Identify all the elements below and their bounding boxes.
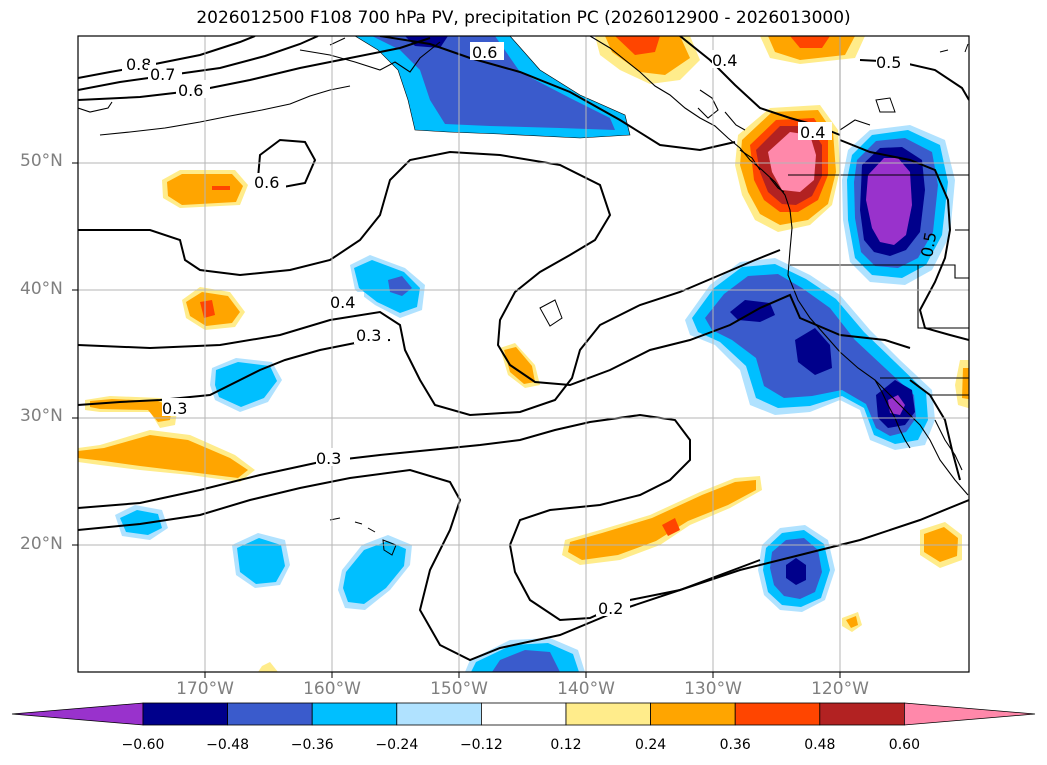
contour-label: 0.4 (330, 293, 355, 312)
pv-contour-0.4-mexico (909, 379, 961, 481)
tick-marks (72, 162, 841, 678)
contour-label: 0.7 (150, 65, 175, 84)
colorbar-segment (650, 702, 736, 726)
pv-contour-0.5-rockies (839, 139, 969, 341)
colorbar-segment (565, 702, 651, 726)
colorbar-extend-min (11, 702, 144, 726)
lat-label: 30°N (20, 406, 63, 426)
graticule (78, 36, 969, 672)
precip-field-bc-positive (595, 36, 865, 84)
chart-title: 2026012500 F108 700 hPa PV, precipitatio… (196, 8, 851, 28)
pv-contour-0.4-big (78, 150, 911, 387)
lon-label: 150°W (430, 679, 488, 699)
pv-contours (78, 36, 969, 662)
lat-label: 20°N (20, 534, 63, 554)
pv-contour-0.6-north (78, 37, 431, 101)
lat-label: 50°N (20, 151, 63, 171)
pv-contour-0.3-south (78, 413, 761, 622)
contour-label: 0.4 (712, 51, 737, 70)
precip-field-california-negative (685, 258, 935, 450)
colorbar-tick-label: 0.36 (719, 737, 751, 753)
contour-label: 0.3 (356, 326, 381, 345)
contour-label: 0.3 (316, 449, 341, 468)
contour-label: 0.5 (876, 53, 901, 72)
map-content (78, 36, 969, 672)
colorbar-tick-label: −0.48 (206, 737, 250, 753)
colorbar-tick-label: 0.60 (888, 737, 920, 753)
islands (329, 43, 969, 556)
colorbar-segment (480, 702, 567, 726)
contour-label: 0.4 (800, 123, 825, 142)
pv-contour-0.8 (78, 36, 256, 79)
colorbar-segment (819, 702, 905, 726)
precip-field-alaska-gulf (354, 36, 631, 139)
colorbar-tick-label: 0.48 (804, 737, 836, 753)
precip-field-subtropical-negative (465, 525, 835, 672)
coastlines (78, 36, 969, 496)
lat-label: 40°N (20, 279, 63, 299)
lon-label: 120°W (811, 679, 869, 699)
colorbar-tick-label: −0.60 (121, 737, 165, 753)
colorbar-tick-label: −0.24 (375, 737, 419, 753)
contour-label: 0.5 (917, 230, 940, 258)
pv-contour-0.2 (78, 468, 969, 662)
lon-label: 140°W (557, 679, 615, 699)
colorbar-extend-max (904, 702, 1036, 726)
precip-field-subtropical-positive (562, 476, 762, 565)
lon-label: 130°W (684, 679, 742, 699)
contour-labels: 0.8 0.7 0.6 0.6 0.6 0.4 0.4 0.5 0.4 0.3 … (122, 42, 940, 618)
colorbar-segment (311, 702, 398, 726)
colorbar-segment (734, 702, 821, 726)
contour-label: 0.6 (472, 43, 497, 62)
precip-field-midpacific (115, 255, 425, 610)
lon-label: 160°W (303, 679, 361, 699)
borders (788, 36, 969, 396)
colorbar (11, 702, 1036, 726)
pv-contour-0.3-west (78, 339, 391, 406)
contour-label: 0.6 (178, 81, 203, 100)
colorbar-tick-label: 0.24 (635, 737, 667, 753)
colorbar-tick-label: 0.12 (550, 737, 582, 753)
pv-contour-0.6-gulf (379, 36, 736, 152)
colorbar-tick-label: −0.12 (459, 737, 503, 753)
pv-contour-0.7 (78, 36, 319, 91)
contour-label: 0.2 (598, 599, 623, 618)
colorbar-segment (227, 702, 313, 726)
lon-label: 170°W (176, 679, 234, 699)
contour-label: 0.8 (126, 55, 151, 74)
map-frame (77, 35, 970, 673)
pv-contour-0.3-inner (78, 249, 781, 417)
colorbar-segment (142, 702, 228, 726)
colorbar-tick-label: −0.36 (290, 737, 334, 753)
contour-label: 0.6 (254, 173, 279, 192)
precip-field-rockies-negative (842, 125, 955, 285)
colorbar-segment (396, 702, 482, 726)
precip-field-westpacific-positive (78, 170, 540, 672)
contour-label: 0.3 (162, 399, 187, 418)
